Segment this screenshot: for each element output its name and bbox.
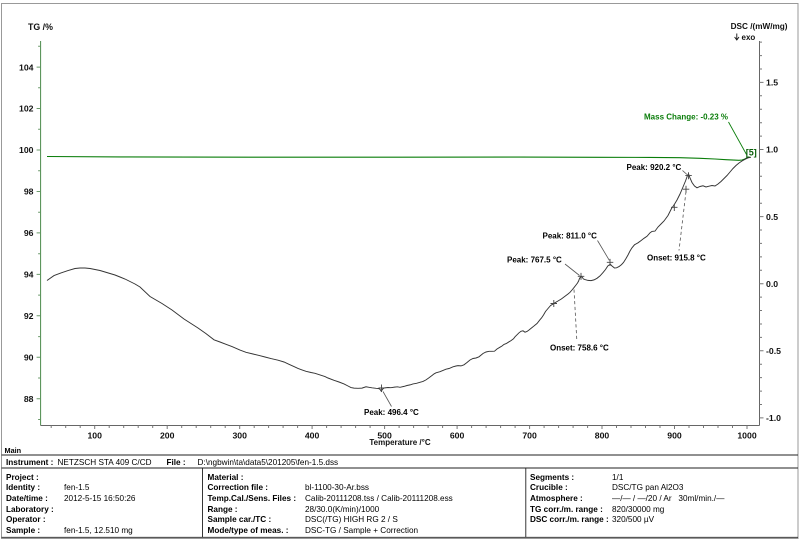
- svg-text:-1.0: -1.0: [766, 413, 781, 423]
- svg-text:Mass Change: -0.23 %: Mass Change: -0.23 %: [644, 113, 728, 122]
- svg-text:Peak: 920.2 °C: Peak: 920.2 °C: [627, 163, 682, 172]
- svg-text:900: 900: [667, 431, 682, 441]
- svg-text:Peak: 811.0 °C: Peak: 811.0 °C: [543, 232, 598, 241]
- svg-text:1000: 1000: [737, 431, 756, 441]
- svg-text:500: 500: [377, 431, 392, 441]
- svg-text:Peak: 767.5 °C: Peak: 767.5 °C: [507, 255, 562, 264]
- svg-text:98: 98: [24, 187, 34, 197]
- svg-text:Onset: 915.8 °C: Onset: 915.8 °C: [647, 254, 706, 263]
- svg-text:94: 94: [24, 270, 34, 280]
- svg-text:Peak: 496.4 °C: Peak: 496.4 °C: [364, 408, 419, 417]
- svg-text:200: 200: [160, 431, 175, 441]
- svg-text:Onset: 758.6 °C: Onset: 758.6 °C: [550, 344, 609, 353]
- svg-text:800: 800: [595, 431, 610, 441]
- svg-text:1.5: 1.5: [766, 78, 778, 88]
- svg-text:600: 600: [450, 431, 465, 441]
- svg-text:-0.5: -0.5: [766, 346, 781, 356]
- svg-text:96: 96: [24, 228, 34, 238]
- svg-text:100: 100: [87, 431, 102, 441]
- svg-text:300: 300: [232, 431, 247, 441]
- svg-text:90: 90: [24, 353, 34, 363]
- svg-text:DSC /(mW/mg): DSC /(mW/mg): [731, 22, 788, 31]
- svg-text:0.0: 0.0: [766, 279, 778, 289]
- svg-text:Temperature /°C: Temperature /°C: [369, 438, 431, 447]
- svg-text:exo: exo: [742, 33, 756, 42]
- svg-text:104: 104: [19, 62, 34, 72]
- svg-text:0.5: 0.5: [766, 212, 778, 222]
- svg-text:[5]: [5]: [746, 147, 757, 157]
- svg-text:92: 92: [24, 311, 34, 321]
- svg-text:1.0: 1.0: [766, 145, 778, 155]
- svg-text:400: 400: [305, 431, 320, 441]
- svg-text:TG /%: TG /%: [28, 22, 53, 32]
- svg-text:88: 88: [24, 394, 34, 404]
- svg-text:100: 100: [19, 145, 34, 155]
- svg-text:700: 700: [522, 431, 537, 441]
- svg-text:102: 102: [19, 104, 34, 114]
